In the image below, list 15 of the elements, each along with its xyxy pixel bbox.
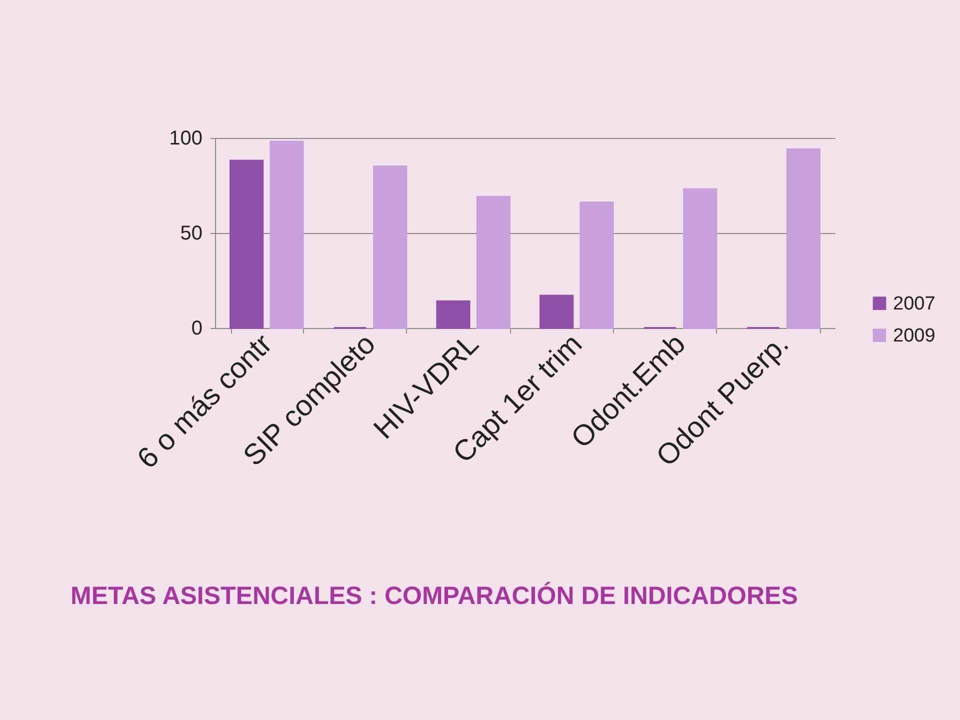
bar — [270, 140, 304, 329]
bar — [373, 166, 408, 329]
legend-label: 2009 — [893, 325, 936, 346]
bar — [540, 294, 574, 329]
y-tick-label: 50 — [180, 222, 202, 244]
y-tick-label: 100 — [169, 128, 202, 150]
bar — [476, 196, 510, 329]
y-tick-label: 0 — [191, 318, 202, 340]
bar — [786, 148, 820, 329]
legend-label: 2007 — [893, 293, 936, 314]
text: METAS ASISTENCIALES : COMPARACIÓN DE INDICADORES — [70, 580, 798, 610]
bar — [230, 160, 264, 329]
bar — [436, 300, 470, 329]
bar — [683, 188, 718, 329]
bar — [580, 202, 614, 329]
